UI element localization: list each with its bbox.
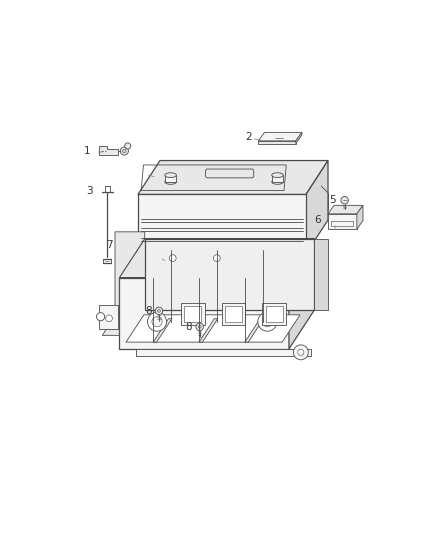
- Polygon shape: [328, 205, 363, 214]
- Circle shape: [155, 307, 162, 314]
- Circle shape: [158, 310, 160, 312]
- Text: 3: 3: [86, 186, 93, 196]
- Circle shape: [120, 147, 128, 155]
- Polygon shape: [138, 160, 328, 195]
- Polygon shape: [138, 195, 306, 254]
- Polygon shape: [102, 232, 145, 335]
- Text: 8: 8: [145, 306, 152, 316]
- Circle shape: [198, 326, 201, 328]
- Polygon shape: [184, 306, 201, 322]
- Polygon shape: [289, 239, 314, 349]
- Ellipse shape: [235, 248, 245, 254]
- Circle shape: [125, 143, 131, 149]
- Polygon shape: [126, 315, 300, 342]
- Polygon shape: [306, 160, 328, 254]
- Polygon shape: [265, 306, 283, 322]
- Circle shape: [262, 317, 272, 327]
- Polygon shape: [328, 214, 357, 229]
- Circle shape: [213, 255, 220, 262]
- Ellipse shape: [165, 180, 177, 184]
- Polygon shape: [181, 303, 205, 325]
- Polygon shape: [245, 319, 264, 342]
- Circle shape: [258, 312, 277, 331]
- Polygon shape: [119, 278, 289, 349]
- Polygon shape: [222, 303, 245, 325]
- Polygon shape: [262, 303, 286, 325]
- Polygon shape: [357, 205, 363, 229]
- Text: 1: 1: [84, 146, 90, 156]
- FancyBboxPatch shape: [205, 169, 254, 178]
- Polygon shape: [153, 319, 172, 342]
- Polygon shape: [258, 132, 302, 141]
- Polygon shape: [296, 132, 302, 143]
- Circle shape: [196, 323, 203, 330]
- Ellipse shape: [294, 248, 304, 254]
- Ellipse shape: [272, 180, 283, 184]
- Text: 5: 5: [329, 195, 336, 205]
- Polygon shape: [225, 306, 242, 322]
- Polygon shape: [119, 239, 314, 278]
- Circle shape: [170, 255, 176, 262]
- Text: 8: 8: [186, 322, 192, 332]
- Polygon shape: [99, 146, 117, 156]
- Polygon shape: [314, 239, 328, 310]
- Circle shape: [106, 315, 113, 322]
- Circle shape: [123, 149, 126, 153]
- Ellipse shape: [272, 173, 283, 177]
- Ellipse shape: [147, 248, 156, 254]
- Polygon shape: [99, 305, 117, 328]
- Text: 7: 7: [106, 240, 113, 250]
- Polygon shape: [145, 239, 314, 310]
- Polygon shape: [199, 319, 218, 342]
- Polygon shape: [258, 141, 296, 143]
- Circle shape: [96, 313, 105, 321]
- Ellipse shape: [206, 248, 215, 254]
- Text: 6: 6: [314, 215, 321, 225]
- Circle shape: [152, 317, 162, 327]
- Circle shape: [341, 197, 348, 204]
- Text: 2: 2: [245, 132, 251, 142]
- Circle shape: [148, 312, 166, 331]
- Circle shape: [298, 349, 304, 356]
- Ellipse shape: [165, 173, 177, 177]
- Polygon shape: [272, 175, 283, 182]
- Ellipse shape: [176, 248, 186, 254]
- Ellipse shape: [265, 248, 274, 254]
- Polygon shape: [136, 349, 311, 356]
- Polygon shape: [165, 175, 177, 182]
- Circle shape: [293, 345, 308, 360]
